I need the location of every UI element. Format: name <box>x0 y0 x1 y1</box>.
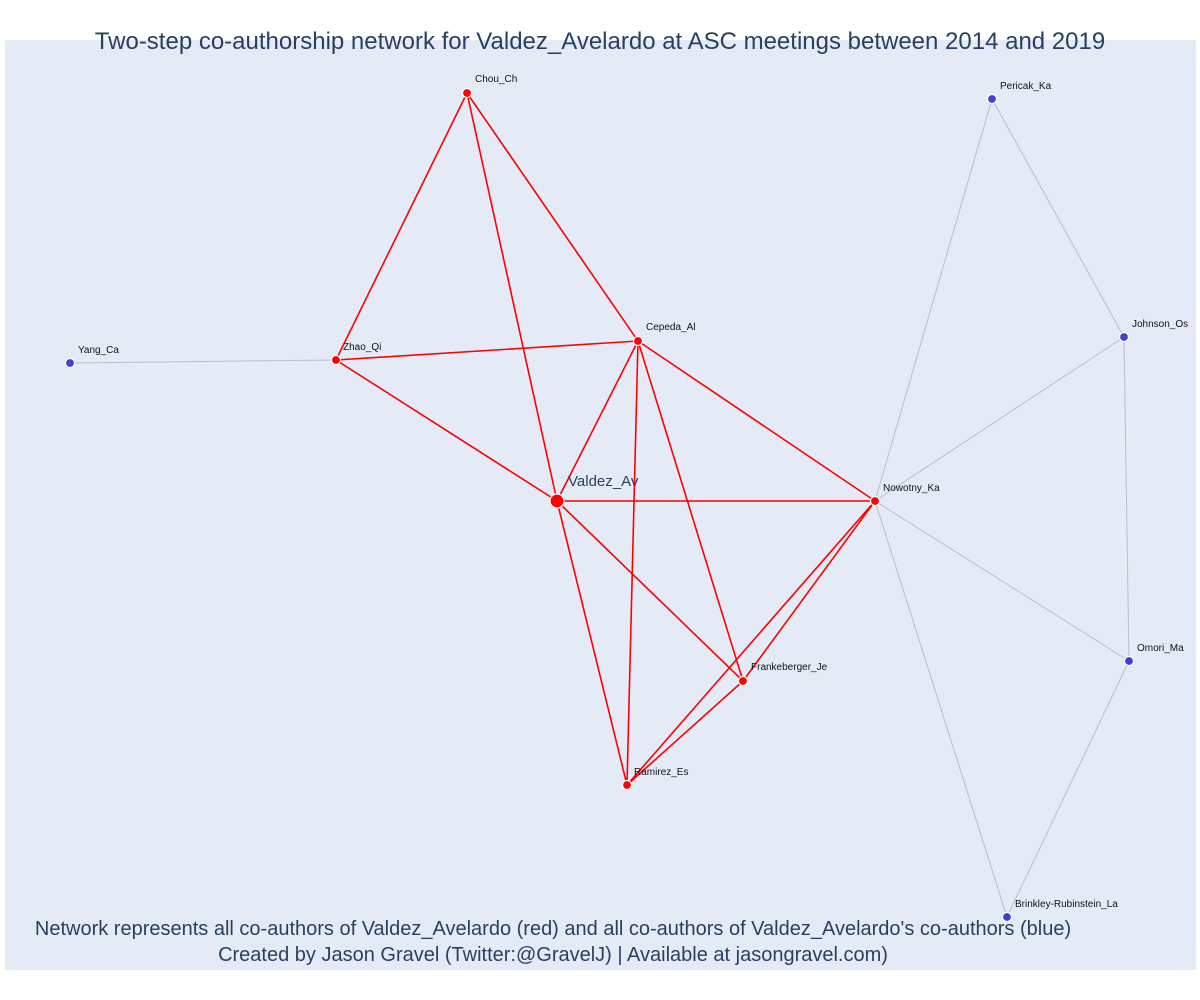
edge-pericak-ka--johnson-os <box>991 98 1125 338</box>
edge-cepeda-al--ramirez-es <box>626 340 639 786</box>
node-label-omori-ma: Omori_Ma <box>1137 643 1184 654</box>
node-zhao-qi[interactable] <box>330 354 342 366</box>
node-omori-ma[interactable] <box>1123 655 1135 667</box>
plot-area: Valdez_Av Chou_Ch Zhao_Qi Cepeda_Al Nowotny_… <box>5 40 1196 970</box>
edge-valdez-av--ramirez-es <box>556 500 628 786</box>
edge-omori-ma--brinkley-rubinstein-la <box>1006 660 1130 918</box>
edge-frankeberger-je--ramirez-es <box>626 680 744 786</box>
edge-zhao-qi--valdez-av <box>335 359 558 502</box>
node-label-nowotny-ka: Nowotny_Ka <box>883 483 940 494</box>
edge-nowotny-ka--johnson-os <box>874 336 1125 502</box>
node-label-yang-ca: Yang_Ca <box>78 345 119 356</box>
edge-zhao-qi--cepeda-al <box>335 340 639 361</box>
node-yang-ca[interactable] <box>64 357 76 369</box>
node-ramirez-es[interactable] <box>621 779 633 791</box>
edges-layer <box>69 92 1130 918</box>
chart-title: Two-step co-authorship network for Valde… <box>94 28 1106 55</box>
edge-cepeda-al--valdez-av <box>556 340 639 502</box>
node-label-ramirez-es: Ramirez_Es <box>634 767 688 778</box>
edge-nowotny-ka--brinkley-rubinstein-la <box>874 500 1008 918</box>
edge-nowotny-ka--omori-ma <box>874 500 1130 662</box>
node-pericak-ka[interactable] <box>986 93 998 105</box>
node-label-frankeberger-je: Frankeberger_Je <box>751 662 828 673</box>
edge-yang-ca--zhao-qi <box>69 359 337 364</box>
edge-chou-ch--zhao-qi <box>335 92 468 361</box>
node-johnson-os[interactable] <box>1118 331 1130 343</box>
edge-valdez-av--frankeberger-je <box>556 500 744 682</box>
node-label-chou-ch: Chou_Ch <box>475 74 517 85</box>
edge-nowotny-ka--ramirez-es <box>626 500 876 786</box>
node-label-zhao-qi: Zhao_Qi <box>343 342 381 353</box>
node-label-brinkley-rubinstein-la: Brinkley-Rubinstein_La <box>1015 899 1118 910</box>
node-valdez-av[interactable] <box>549 493 565 509</box>
node-chou-ch[interactable] <box>461 87 473 99</box>
node-label-johnson-os: Johnson_Os <box>1132 319 1188 330</box>
node-label-cepeda-al: Cepeda_Al <box>646 322 695 333</box>
network-graph: Valdez_Av Chou_Ch Zhao_Qi Cepeda_Al Nowotny_… <box>64 74 1188 923</box>
footer-caption-line1: Network represents all co-authors of Val… <box>34 918 1072 940</box>
node-cepeda-al[interactable] <box>632 335 644 347</box>
nodes-layer: Valdez_Av Chou_Ch Zhao_Qi Cepeda_Al Nowotny_… <box>64 74 1188 923</box>
edge-chou-ch--valdez-av <box>466 92 558 502</box>
edge-nowotny-ka--pericak-ka <box>874 98 993 502</box>
node-label-valdez-av: Valdez_Av <box>568 473 639 490</box>
node-nowotny-ka[interactable] <box>869 495 881 507</box>
edge-cepeda-al--frankeberger-je <box>637 340 744 682</box>
edge-chou-ch--cepeda-al <box>466 92 639 342</box>
node-frankeberger-je[interactable] <box>737 675 749 687</box>
edge-johnson-os--omori-ma <box>1123 336 1130 662</box>
edge-nowotny-ka--frankeberger-je <box>742 500 876 682</box>
footer-caption-line2: Created by Jason Gravel (Twitter:@Gravel… <box>218 944 888 966</box>
node-brinkley-rubinstein-la[interactable] <box>1001 911 1013 923</box>
edge-cepeda-al--nowotny-ka <box>637 340 876 502</box>
node-label-pericak-ka: Pericak_Ka <box>1000 81 1052 92</box>
